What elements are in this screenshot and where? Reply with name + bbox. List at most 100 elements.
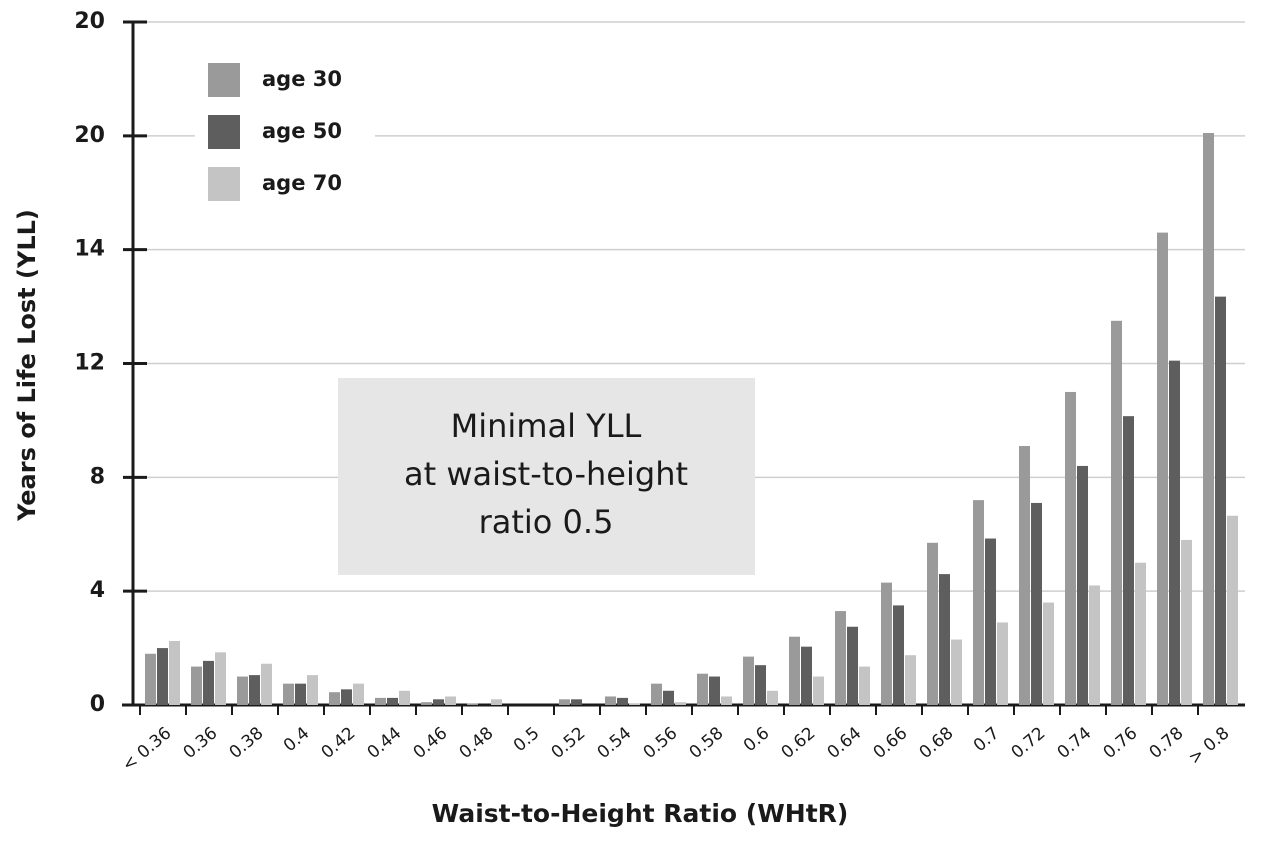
bar bbox=[881, 582, 892, 705]
bar bbox=[249, 675, 260, 705]
bar bbox=[1169, 360, 1180, 705]
y-tick-label: 0 bbox=[90, 692, 105, 717]
bar bbox=[467, 703, 478, 705]
bar bbox=[1181, 539, 1192, 705]
bar bbox=[353, 683, 364, 705]
bar bbox=[847, 626, 858, 705]
bar bbox=[571, 699, 582, 705]
bar bbox=[1065, 391, 1076, 705]
x-tick-label: 0.68 bbox=[916, 723, 958, 763]
x-tick-label: 0.72 bbox=[1008, 723, 1050, 763]
bar bbox=[433, 699, 444, 705]
x-tick-label: 0.5 bbox=[510, 723, 544, 756]
x-tick-label: 0.58 bbox=[686, 723, 728, 763]
bar bbox=[617, 697, 628, 705]
bar bbox=[905, 655, 916, 705]
x-tick-label: 0.76 bbox=[1100, 723, 1142, 763]
bar bbox=[145, 653, 156, 705]
y-tick-label: 8 bbox=[90, 464, 105, 489]
bar bbox=[1111, 320, 1122, 705]
bar bbox=[813, 676, 824, 705]
bar bbox=[375, 697, 386, 705]
bar bbox=[1089, 585, 1100, 705]
bar bbox=[157, 648, 168, 705]
bar bbox=[1123, 416, 1134, 705]
bar bbox=[939, 574, 950, 705]
legend-swatch bbox=[208, 115, 240, 149]
bar bbox=[835, 611, 846, 705]
bar bbox=[951, 639, 962, 705]
x-tick-label: 0.46 bbox=[410, 723, 452, 763]
x-tick-label: 0.56 bbox=[640, 723, 682, 763]
bar bbox=[709, 676, 720, 705]
bar bbox=[767, 690, 778, 705]
bar bbox=[743, 656, 754, 705]
x-tick-label: 0.4 bbox=[280, 723, 314, 756]
bar bbox=[421, 702, 432, 705]
y-tick-label: 12 bbox=[74, 351, 105, 376]
annotation-text: ratio 0.5 bbox=[479, 503, 614, 541]
x-tick-label: 0.38 bbox=[226, 723, 268, 763]
x-tick-label: 0.66 bbox=[870, 723, 912, 763]
bar bbox=[605, 696, 616, 705]
bar bbox=[1043, 602, 1054, 705]
x-tick-label: 0.42 bbox=[318, 723, 360, 763]
bar bbox=[237, 676, 248, 705]
bar bbox=[789, 636, 800, 705]
bar bbox=[191, 666, 202, 705]
bar bbox=[629, 703, 640, 705]
x-tick-label: 0.6 bbox=[740, 723, 774, 756]
x-tick-label: 0.44 bbox=[364, 723, 406, 763]
y-axis-label: Years of Life Lost (YLL) bbox=[13, 209, 41, 522]
bar bbox=[801, 646, 812, 705]
bar bbox=[399, 690, 410, 705]
bar bbox=[697, 673, 708, 705]
bar bbox=[1019, 446, 1030, 705]
bar bbox=[663, 690, 674, 705]
x-tick-label: 0.52 bbox=[548, 723, 590, 763]
bar bbox=[893, 605, 904, 705]
bar bbox=[261, 663, 272, 705]
annotation-text: at waist-to-height bbox=[404, 455, 688, 493]
legend-label: age 30 bbox=[262, 67, 342, 91]
bar bbox=[307, 675, 318, 705]
bar bbox=[295, 683, 306, 705]
bar bbox=[859, 666, 870, 705]
bar bbox=[675, 702, 686, 705]
annotation-text: Minimal YLL bbox=[451, 407, 642, 445]
bar bbox=[329, 692, 340, 705]
x-tick-label: 0.78 bbox=[1146, 723, 1188, 763]
bar bbox=[559, 699, 570, 705]
bar bbox=[169, 640, 180, 705]
legend-label: age 70 bbox=[262, 171, 342, 195]
y-tick-label: 4 bbox=[90, 578, 105, 603]
bar bbox=[491, 699, 502, 705]
bar bbox=[927, 542, 938, 705]
bar bbox=[755, 665, 766, 705]
bar bbox=[721, 696, 732, 705]
bar bbox=[387, 697, 398, 705]
x-tick-label: > 0.8 bbox=[1185, 723, 1234, 768]
y-tick-label: 20 bbox=[74, 9, 105, 34]
bar bbox=[651, 683, 662, 705]
bar bbox=[445, 696, 456, 705]
bar bbox=[1135, 562, 1146, 705]
x-tick-label: 0.64 bbox=[824, 723, 866, 763]
legend-swatch bbox=[208, 167, 240, 201]
legend-swatch bbox=[208, 63, 240, 97]
x-tick-label: 0.74 bbox=[1054, 723, 1096, 763]
bar bbox=[1215, 296, 1226, 705]
y-tick-label: 20 bbox=[74, 123, 105, 148]
x-tick-label: 0.62 bbox=[778, 723, 820, 763]
x-tick-label: < 0.36 bbox=[119, 723, 176, 775]
y-tick-label: 14 bbox=[74, 237, 105, 262]
x-tick-label: 0.36 bbox=[180, 723, 222, 763]
bar bbox=[1077, 465, 1088, 705]
bar bbox=[1157, 232, 1168, 705]
bar bbox=[283, 683, 294, 705]
annotation-box bbox=[338, 378, 755, 575]
bar bbox=[1227, 515, 1238, 705]
bar bbox=[997, 622, 1008, 705]
x-axis-label: Waist-to-Height Ratio (WHtR) bbox=[432, 799, 849, 828]
